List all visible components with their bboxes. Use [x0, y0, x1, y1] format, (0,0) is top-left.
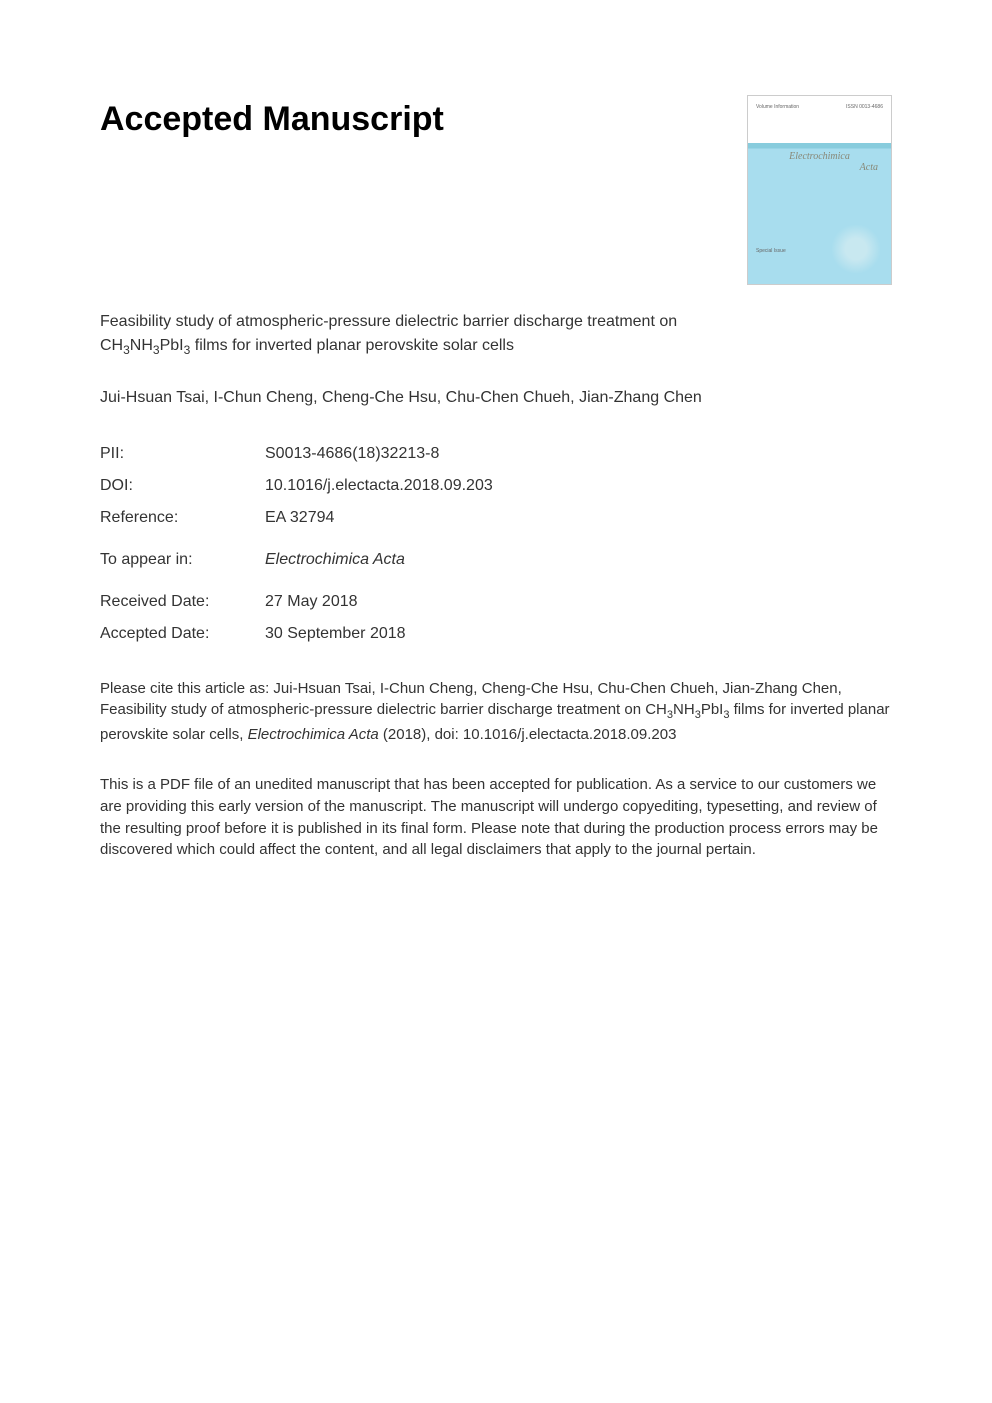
metadata-row-pii: PII: S0013-4686(18)32213-8 [100, 445, 892, 463]
title-part3: PbI [160, 337, 184, 354]
article-title: Feasibility study of atmospheric-pressur… [100, 310, 740, 359]
citation-mid1: NH [673, 701, 695, 718]
reference-value: EA 32794 [265, 509, 334, 527]
authors-list: Jui-Hsuan Tsai, I-Chun Cheng, Cheng-Che … [100, 387, 892, 409]
metadata-row-received: Received Date: 27 May 2018 [100, 593, 892, 611]
cover-issn: ISSN 0013-4686 [846, 104, 883, 110]
cover-graphic [831, 224, 881, 274]
page-title: Accepted Manuscript [100, 100, 444, 139]
metadata-row-doi: DOI: 10.1016/j.electacta.2018.09.203 [100, 477, 892, 495]
appear-value: Electrochimica Acta [265, 551, 405, 569]
title-sub2: 3 [153, 343, 160, 357]
metadata-row-appear: To appear in: Electrochimica Acta [100, 551, 892, 569]
metadata-row-reference: Reference: EA 32794 [100, 509, 892, 527]
accepted-value: 30 September 2018 [265, 625, 406, 643]
received-value: 27 May 2018 [265, 593, 358, 611]
accepted-label: Accepted Date: [100, 625, 265, 643]
title-sub1: 3 [123, 343, 130, 357]
doi-value: 10.1016/j.electacta.2018.09.203 [265, 477, 493, 495]
citation-journal: Electrochimica Acta [248, 726, 379, 743]
cover-volume: Volume Information [756, 104, 799, 110]
pii-value: S0013-4686(18)32213-8 [265, 445, 439, 463]
journal-cover-thumbnail: Volume Information ISSN 0013-4686 Electr… [747, 95, 892, 285]
cover-top-info: Volume Information ISSN 0013-4686 [756, 104, 883, 110]
header-row: Accepted Manuscript Volume Information I… [100, 95, 892, 285]
reference-label: Reference: [100, 509, 265, 527]
cover-journal-title: Electrochimica Acta [753, 151, 886, 173]
doi-label: DOI: [100, 477, 265, 495]
cover-title-line2: Acta [753, 162, 886, 173]
disclaimer-text: This is a PDF file of an unedited manusc… [100, 774, 892, 861]
received-label: Received Date: [100, 593, 265, 611]
pii-label: PII: [100, 445, 265, 463]
citation-suffix: (2018), doi: 10.1016/j.electacta.2018.09… [379, 726, 677, 743]
citation-mid2: PbI [701, 701, 724, 718]
metadata-table: PII: S0013-4686(18)32213-8 DOI: 10.1016/… [100, 445, 892, 643]
cover-title-line1: Electrochimica [753, 151, 886, 162]
metadata-row-accepted: Accepted Date: 30 September 2018 [100, 625, 892, 643]
appear-label: To appear in: [100, 551, 265, 569]
citation-text: Please cite this article as: Jui-Hsuan T… [100, 678, 892, 746]
cover-bottom-text: Special Issue [756, 248, 786, 254]
title-part4: films for inverted planar perovskite sol… [190, 337, 514, 354]
title-part2: NH [130, 337, 153, 354]
